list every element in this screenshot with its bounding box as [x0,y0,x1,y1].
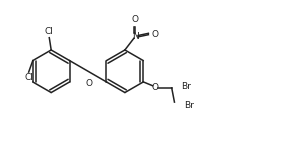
Text: Cl: Cl [45,27,54,36]
Text: O: O [152,30,159,39]
Text: Br: Br [184,101,194,110]
Text: O: O [131,15,138,24]
Text: Br: Br [181,82,191,91]
Text: N: N [132,32,139,41]
Text: Cl: Cl [24,73,33,82]
Text: O: O [151,83,158,92]
Text: O: O [86,79,93,88]
